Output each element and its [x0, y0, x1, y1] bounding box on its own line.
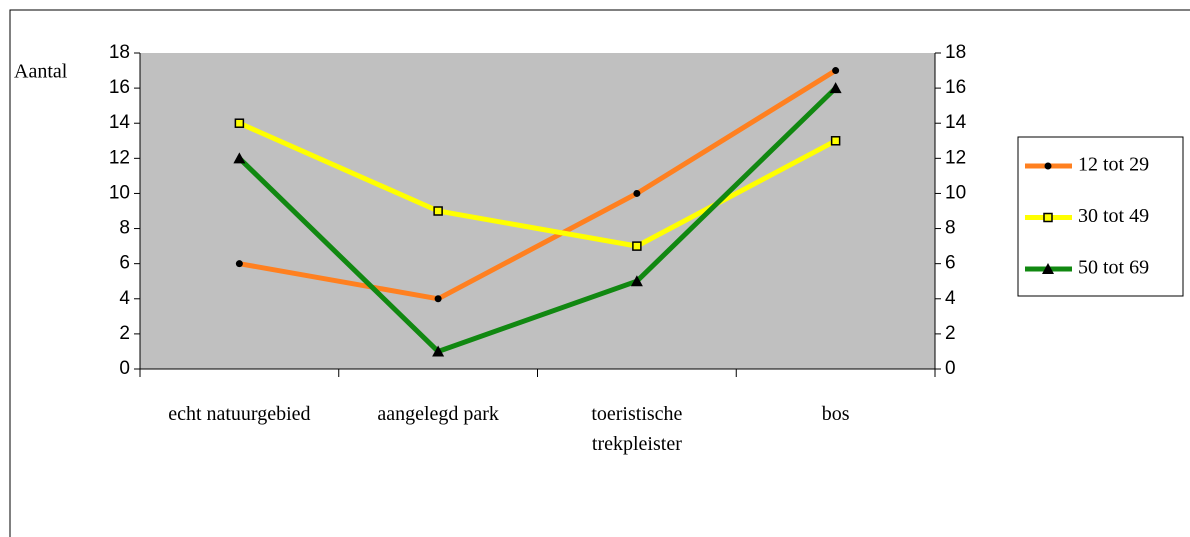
y-tick-label: 16 [109, 77, 130, 98]
y-tick-label: 18 [109, 42, 130, 63]
y2-tick-label: 14 [945, 112, 967, 133]
legend-label: 30 tot 49 [1078, 205, 1149, 227]
y-tick-label: 14 [109, 112, 131, 133]
chart-frame [9, 9, 1190, 537]
y2-tick-label: 6 [945, 253, 956, 274]
y2-tick-label: 4 [945, 288, 956, 309]
point [1044, 162, 1052, 170]
y2-tick-label: 10 [945, 182, 966, 203]
point [633, 189, 641, 197]
y-tick-label: 6 [119, 253, 130, 274]
x-tick-label: toeristische trekpleister [591, 403, 683, 455]
legend-label: 50 tot 69 [1078, 257, 1149, 279]
point [434, 295, 442, 303]
y2-tick-label: 2 [945, 323, 956, 344]
point [632, 241, 642, 251]
series-line [238, 68, 837, 302]
series-line [238, 120, 837, 249]
point [630, 275, 643, 287]
point [829, 82, 842, 94]
point [1043, 212, 1053, 223]
y-tick-label: 10 [109, 182, 130, 203]
y2-tick-label: 8 [945, 218, 956, 239]
y2-tick-label: 0 [945, 358, 956, 379]
y-tick-label: 4 [119, 288, 130, 309]
y-tick-label: 8 [119, 218, 130, 239]
plot-area [140, 53, 935, 369]
point [235, 260, 243, 268]
point [432, 345, 445, 357]
legend-label: 12 tot 29 [1078, 154, 1149, 176]
y2-tick-label: 16 [945, 77, 966, 98]
y2-tick-label: 18 [945, 42, 966, 63]
y-axis-label: Aantal [14, 61, 68, 83]
x-tick-label: echt natuurgebied [168, 403, 311, 425]
point [233, 152, 246, 164]
series-line [237, 86, 838, 355]
y2-tick-label: 12 [945, 147, 966, 168]
point [1042, 263, 1054, 274]
point [832, 67, 840, 75]
x-tick-label: bos [821, 403, 850, 425]
y-tick-label: 0 [119, 358, 130, 379]
y-tick-label: 2 [119, 323, 130, 344]
point [830, 136, 841, 146]
x-tick-label: aangelegd park [377, 403, 499, 425]
y-tick-label: 12 [109, 147, 130, 168]
point [234, 118, 245, 128]
point [433, 206, 443, 216]
